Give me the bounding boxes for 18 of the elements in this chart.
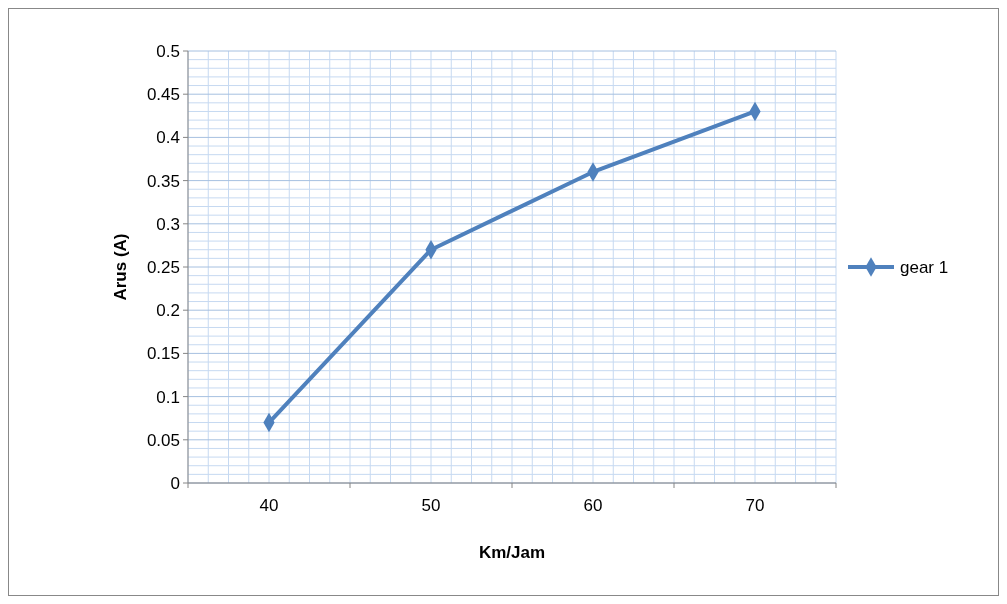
y-tick-label: 0.5 xyxy=(156,41,180,61)
x-tick-label: 60 xyxy=(583,496,603,515)
x-tick-label: 40 xyxy=(259,496,279,515)
legend-label: gear 1 xyxy=(900,257,949,277)
x-tick-label: 50 xyxy=(421,496,441,515)
y-tick-label: 0.45 xyxy=(146,85,180,105)
y-tick-label: 0 xyxy=(170,473,180,493)
y-axis-title: Arus (A) xyxy=(111,233,130,301)
y-tick-label: 0.4 xyxy=(156,128,180,148)
x-axis-title: Km/Jam xyxy=(478,543,546,562)
y-tick-label: 0.2 xyxy=(156,301,180,321)
y-tick-label: 0.1 xyxy=(156,387,180,407)
y-tick-label: 0.3 xyxy=(156,214,180,234)
y-tick-label: 0.25 xyxy=(146,257,180,277)
y-tick-label: 0.15 xyxy=(146,344,180,364)
y-tick-label: 0.05 xyxy=(146,430,180,450)
x-tick-label: 70 xyxy=(745,496,765,515)
y-tick-label: 0.35 xyxy=(146,171,180,191)
